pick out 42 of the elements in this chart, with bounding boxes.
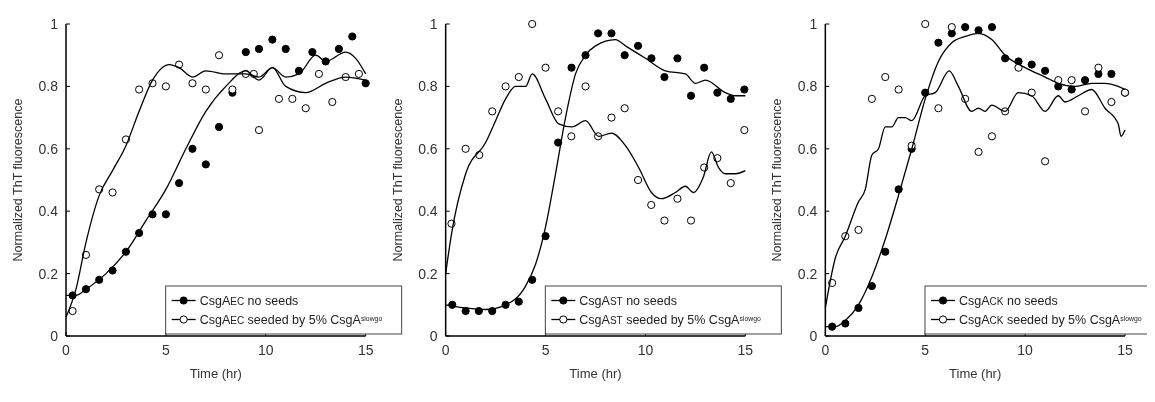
- y-tick-label: 0: [429, 327, 438, 344]
- x-tick-label: 15: [1117, 342, 1133, 358]
- x-tick-label: 5: [541, 342, 550, 358]
- x-tick-label: 5: [921, 342, 930, 358]
- legend-label: CsgACK seeded by 5% CsgA$^{slowgo}$: [959, 312, 1142, 327]
- x-tick-label: 5: [161, 342, 170, 358]
- y-tick-label: 0.8: [797, 78, 818, 95]
- x-tick-label: 10: [257, 342, 274, 358]
- y-tick-label: 0.2: [38, 265, 59, 282]
- x-tick-label: 10: [637, 342, 654, 358]
- y-tick-label: 0.4: [38, 203, 59, 220]
- legend-label: CsgACK no seeds: [959, 293, 1058, 308]
- legend-label: CsgAST no seeds: [579, 293, 677, 308]
- x-tick-label: 0: [62, 342, 71, 358]
- y-tick-label: 0.8: [38, 78, 59, 95]
- y-tick-label: 1: [50, 15, 59, 32]
- x-tick-label: 10: [1017, 342, 1034, 358]
- legend-label: CsgAEC seeded by 5% CsgA$^{slowgo}$: [199, 312, 383, 327]
- y-tick-label: 1: [809, 15, 818, 32]
- x-tick-label: 0: [821, 342, 830, 358]
- y-tick-label: 0.6: [38, 140, 59, 157]
- legend-label: CsgAST seeded by 5% CsgA$^{slowgo}$: [579, 312, 761, 327]
- y-axis-title: Normalized ThT fluorescence: [11, 98, 25, 262]
- y-tick-label: 0.2: [797, 265, 818, 282]
- y-tick-label: 0: [809, 327, 818, 344]
- x-axis-title: Time (hr): [189, 366, 242, 381]
- x-tick-label: 0: [441, 342, 450, 358]
- y-tick-label: 0.4: [797, 203, 818, 220]
- x-axis-title: Time (hr): [569, 366, 622, 381]
- y-axis-title: Normalized ThT fluorescence: [770, 98, 785, 262]
- x-axis-title: Time (hr): [949, 366, 1002, 381]
- x-tick-label: 15: [357, 342, 374, 358]
- y-tick-label: 0.6: [418, 140, 438, 157]
- y-axis-title: Normalized ThT fluorescence: [390, 98, 405, 262]
- y-tick-label: 0.2: [418, 265, 438, 282]
- y-tick-label: 0: [50, 327, 59, 344]
- y-tick-label: 0.4: [418, 203, 438, 220]
- y-tick-label: 0.6: [797, 140, 818, 157]
- y-tick-label: 1: [429, 15, 438, 32]
- y-tick-label: 0.8: [418, 78, 438, 95]
- x-tick-label: 15: [737, 342, 754, 358]
- legend-label: CsgAEC no seeds: [199, 293, 299, 308]
